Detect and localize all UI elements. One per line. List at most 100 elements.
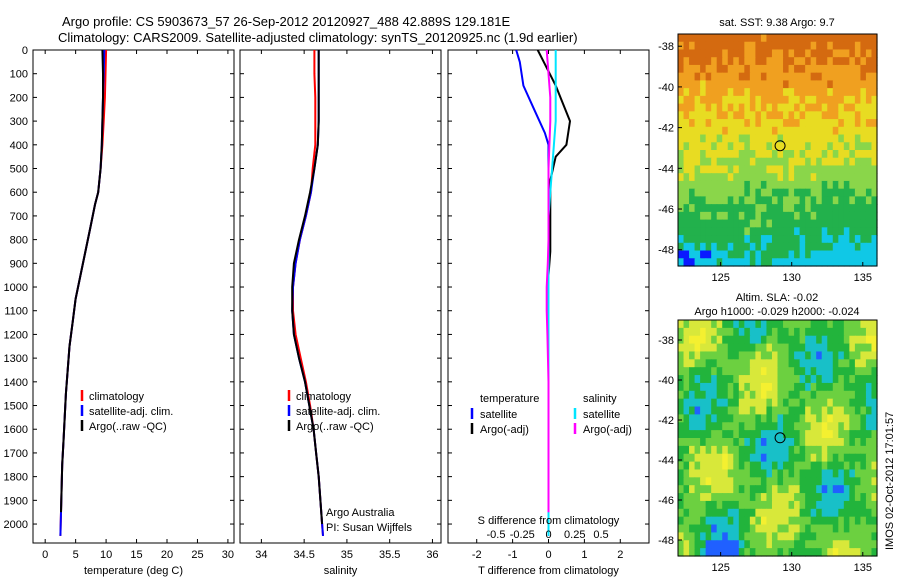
map-cell [810,235,817,244]
map-cell [865,485,873,494]
map-cell [683,80,690,89]
map-cell [783,219,790,228]
map-cell [727,532,734,541]
map-cell [683,196,690,205]
map-cell [689,453,696,463]
map-cell [832,134,839,143]
map-cell [794,382,801,392]
map-cell [727,461,734,471]
map-cell [827,95,834,105]
map-cell [771,173,779,182]
map-cell [843,445,850,455]
map-cell [854,173,862,182]
map-cell [799,119,806,128]
map-cell [722,469,729,478]
map-cell [849,119,856,128]
map-cell [678,157,685,167]
map-cell [860,119,867,128]
map-cell [849,398,856,408]
map-cell [821,540,828,549]
map-cell [705,250,712,259]
map-cell [788,204,795,213]
map-cell [700,414,707,423]
map-cell [711,343,718,353]
map-cell [827,173,834,182]
map-cell [733,453,740,463]
map-cell [705,532,712,541]
map-cell [683,126,690,136]
map-cell [838,204,845,213]
map-cell [860,196,867,205]
map-cell [705,57,712,66]
map-cell [854,134,862,143]
map-cell [794,390,801,400]
map-cell [727,111,734,120]
map-cell [700,188,707,197]
map-cell [783,375,790,384]
map-cell [799,196,806,205]
map-cell [744,157,751,167]
map-cell [689,41,696,51]
map-cell [705,80,712,89]
map-cell [711,227,718,236]
map-cell [678,500,685,510]
map-cell [760,469,768,478]
map-cell [838,430,845,439]
x-tick-label: -1 [508,549,518,561]
map-cell [760,219,768,228]
map-cell [705,157,712,167]
map-cell [810,516,817,526]
map-cell [783,430,790,439]
map-cell [810,327,817,337]
map-cell [749,477,756,486]
map-cell [849,532,856,541]
map-cell [760,103,768,112]
map-cell [871,445,878,455]
map-cell [738,165,745,174]
map-cell [716,64,723,74]
map-cell [827,532,834,541]
map-cell [755,88,762,97]
top-tick-label: -0.25 [510,529,535,541]
map-cell [766,142,773,151]
map-cell [771,219,779,228]
map-cell [777,180,784,190]
map-cell [727,438,734,447]
map-cell [865,227,873,236]
map-cell [727,49,734,58]
map-cell [843,500,850,510]
map-cell [821,103,828,112]
map-cell [832,382,839,392]
map-cell [689,119,696,128]
map-cell [711,500,718,510]
map-cell [865,180,873,190]
map-cell [766,88,773,97]
map-cell [854,72,862,81]
map-cell [871,477,878,486]
map-cell [733,445,740,455]
map-cell [788,88,795,97]
map-cell [843,548,850,557]
map-cell [865,438,873,447]
map-cell [716,445,723,455]
map-cell [783,126,790,136]
map-cell [783,49,790,58]
map-cell [865,359,873,368]
map-cell [799,422,806,431]
map-frame [677,33,878,267]
map-cell [733,80,740,89]
map-cell [788,34,795,43]
map-cell [727,258,734,267]
map-cell [821,469,828,478]
map-cell [821,367,828,376]
map-cell [871,49,878,58]
map-cell [832,438,839,447]
map-cell [821,343,828,353]
map-cell [860,548,867,557]
map-cell [749,453,756,463]
map-cell [849,72,856,81]
map-cell [860,34,867,43]
y-tick-label: 0 [22,45,28,57]
map-cell [683,359,690,368]
map-cell [744,196,751,205]
